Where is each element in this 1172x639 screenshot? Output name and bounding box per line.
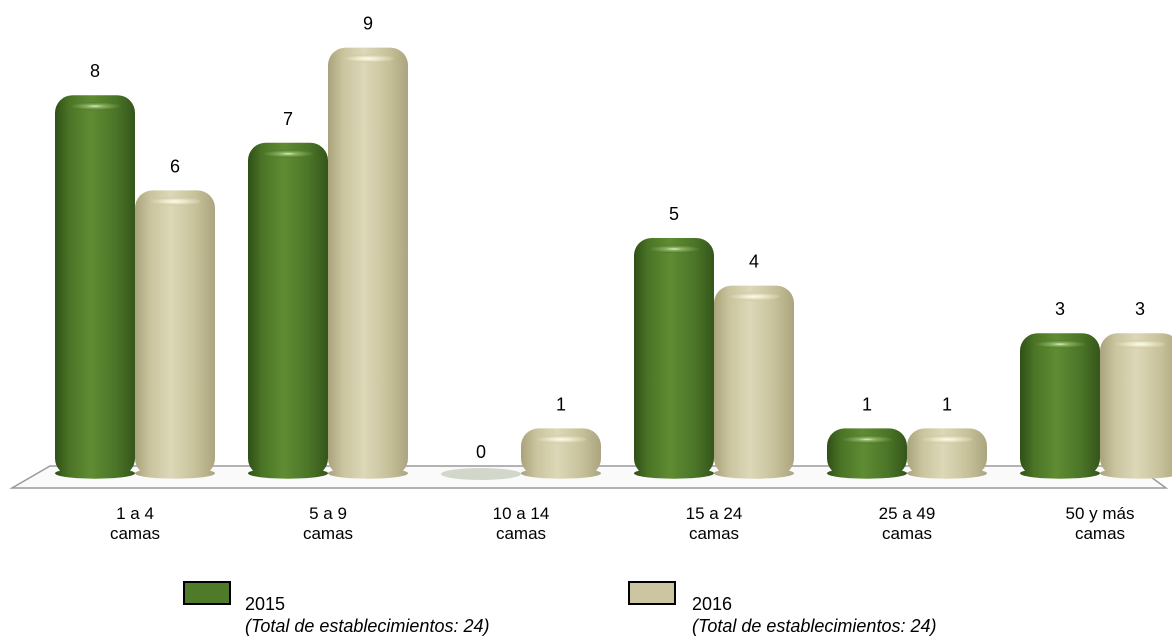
value-labels-layer: 8 6 7 9 0 1 5 4 1 1 3 3 xyxy=(90,14,1145,462)
bar-2016-1-base xyxy=(328,467,408,479)
bar-2016-3-base xyxy=(714,467,794,479)
bar-2015-1-highlight xyxy=(262,149,314,158)
bar-2016-0-body xyxy=(135,190,215,476)
bar-2016-5-base xyxy=(1100,467,1172,479)
bar-2016-1-body xyxy=(328,47,408,476)
bar-2015-3-body xyxy=(634,238,714,476)
category-label-2: 10 a 14 camas xyxy=(493,504,550,543)
bar-2016-3 xyxy=(714,285,794,479)
legend-label-2016: 2016 xyxy=(692,594,733,614)
bar-2015-0-base xyxy=(55,467,135,479)
bar-2015-3 xyxy=(634,238,714,479)
legend-item-2016: 2016 (Total de establecimientos: 24) xyxy=(692,593,936,637)
legend-note-2015: (Total de establecimientos: 24) xyxy=(245,616,490,636)
value-label-2015-4: 1 xyxy=(862,394,872,414)
value-label-2015-5: 3 xyxy=(1055,299,1065,319)
value-label-2015-1: 7 xyxy=(283,109,293,129)
legend-swatch-2015 xyxy=(183,581,231,605)
bar-2015-0-highlight xyxy=(69,102,121,111)
value-label-2016-3: 4 xyxy=(749,252,759,272)
bar-2015-3-base xyxy=(634,467,714,479)
bar-2016-0 xyxy=(135,190,215,479)
bar-2015-5-body xyxy=(1020,333,1100,476)
legend-item-2015: 2015 (Total de establecimientos: 24) xyxy=(245,593,489,637)
value-label-2016-4: 1 xyxy=(942,394,952,414)
legend-swatch-2016 xyxy=(628,581,676,605)
category-label-1: 5 a 9 camas xyxy=(303,504,353,543)
legend-label-2015: 2015 xyxy=(245,594,286,614)
category-label-5: 50 y más camas xyxy=(1066,504,1135,543)
category-label-3: 15 a 24 camas xyxy=(686,504,743,543)
value-label-2016-1: 9 xyxy=(363,14,373,34)
value-label-2015-0: 8 xyxy=(90,61,100,81)
bar-2016-2 xyxy=(521,428,601,479)
bar-2015-1 xyxy=(248,142,328,479)
bar-2016-4-highlight xyxy=(921,435,973,444)
bar-2016-2-base xyxy=(521,467,601,479)
category-label-0: 1 a 4 camas xyxy=(110,504,160,543)
bar-2015-0-body xyxy=(55,95,135,476)
bar-2016-1-highlight xyxy=(342,54,394,63)
bar-2015-1-base xyxy=(248,467,328,479)
bars-layer xyxy=(55,47,1172,480)
bar-2015-1-body xyxy=(248,142,328,477)
category-label-4: 25 a 49 camas xyxy=(879,504,936,543)
value-label-2016-2: 1 xyxy=(556,394,566,414)
value-label-2016-0: 6 xyxy=(170,156,180,176)
value-label-2015-2: 0 xyxy=(476,442,486,462)
bar-2015-5-base xyxy=(1020,467,1100,479)
bar-2016-3-highlight xyxy=(728,292,780,301)
bar-2015-5-highlight xyxy=(1034,340,1086,349)
bar-2016-3-body xyxy=(714,285,794,476)
bar-2016-4-base xyxy=(907,467,987,479)
bar-2016-0-highlight xyxy=(149,197,201,206)
bar-2015-4-base xyxy=(827,467,907,479)
bar-2015-4 xyxy=(827,428,907,479)
value-label-2015-3: 5 xyxy=(669,204,679,224)
bar-2015-2 xyxy=(441,468,521,480)
bar-2015-4-highlight xyxy=(841,435,893,444)
bar-2015-5 xyxy=(1020,333,1100,479)
bar-2015-0 xyxy=(55,95,135,479)
bar-2016-4 xyxy=(907,428,987,479)
bar-2016-2-highlight xyxy=(535,435,587,444)
bar-2016-1 xyxy=(328,47,408,479)
bar-2015-3-highlight xyxy=(648,244,700,254)
bar-2016-5-body xyxy=(1100,333,1172,476)
bar-2016-0-base xyxy=(135,467,215,479)
legend-note-2016: (Total de establecimientos: 24) xyxy=(692,616,937,636)
category-labels-layer: 1 a 4 camas 5 a 9 camas 10 a 14 camas 15 a 24 c… xyxy=(110,504,1135,543)
bar-2016-5-highlight xyxy=(1114,340,1166,349)
value-label-2016-5: 3 xyxy=(1135,299,1145,319)
bar-2016-5 xyxy=(1100,333,1172,479)
